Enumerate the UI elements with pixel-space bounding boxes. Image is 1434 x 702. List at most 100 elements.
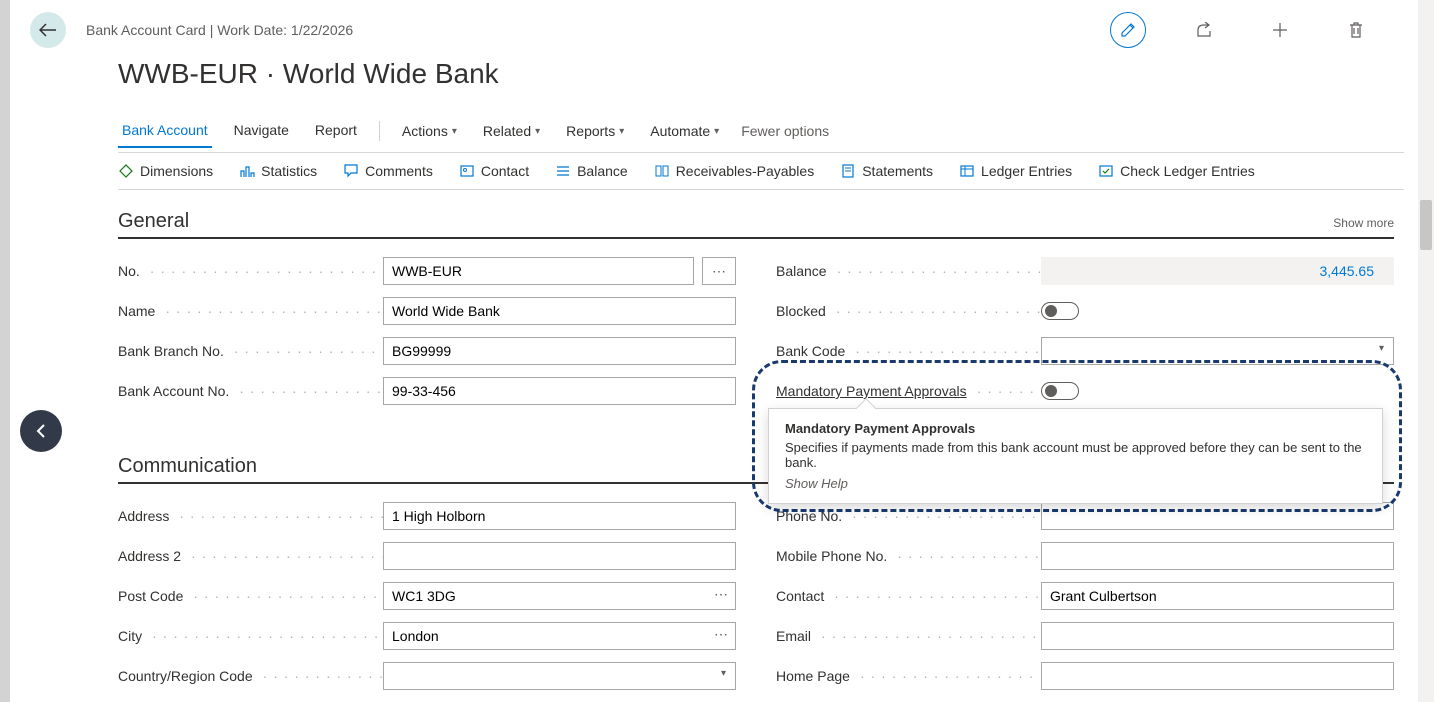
menu-automate-label: Automate: [650, 123, 710, 139]
ribbon-label: Check Ledger Entries: [1120, 163, 1255, 179]
label-city: City: [118, 628, 383, 644]
left-border: [0, 0, 10, 702]
menu-actions-label: Actions: [402, 123, 448, 139]
divider: [379, 121, 380, 141]
fewer-options[interactable]: Fewer options: [741, 123, 829, 139]
label-branch: Bank Branch No.: [118, 343, 383, 359]
back-button[interactable]: [30, 12, 66, 48]
label-phone: Phone No.: [776, 508, 1041, 524]
tooltip-title: Mandatory Payment Approvals: [785, 421, 1366, 436]
show-more-link[interactable]: Show more: [1333, 216, 1394, 230]
input-address2[interactable]: [383, 542, 736, 570]
new-button[interactable]: [1262, 12, 1298, 48]
menu-reports[interactable]: Reports ▾: [562, 115, 628, 147]
tab-navigate[interactable]: Navigate: [230, 114, 293, 148]
input-contact[interactable]: [1041, 582, 1394, 610]
breadcrumb: Bank Account Card | Work Date: 1/22/2026: [86, 22, 353, 38]
ribbon-label: Receivables-Payables: [676, 163, 815, 179]
statements-icon: [840, 163, 856, 179]
toggle-blocked[interactable]: [1041, 302, 1079, 320]
label-account: Bank Account No.: [118, 383, 383, 399]
ribbon-label: Statistics: [261, 163, 317, 179]
side-nav-button[interactable]: [20, 410, 62, 452]
ribbon-label: Ledger Entries: [981, 163, 1072, 179]
ribbon-ledger-entries[interactable]: Ledger Entries: [959, 163, 1072, 179]
menu-actions[interactable]: Actions▾: [398, 115, 461, 147]
arrow-left-icon: [39, 23, 57, 37]
input-homepage[interactable]: [1041, 662, 1394, 690]
label-bank-code: Bank Code: [776, 343, 1041, 359]
ribbon-dimensions[interactable]: Dimensions: [118, 163, 213, 179]
share-button[interactable]: [1186, 12, 1222, 48]
lookup-button-no[interactable]: ⋯: [702, 257, 736, 285]
chevron-down-icon: ▾: [619, 126, 624, 137]
trash-icon: [1349, 22, 1363, 38]
scrollbar-track[interactable]: [1418, 0, 1434, 702]
label-name: Name: [118, 303, 383, 319]
input-email[interactable]: [1041, 622, 1394, 650]
menu-automate[interactable]: Automate ▾: [646, 115, 723, 147]
menu-reports-label: Reports: [566, 123, 615, 139]
tooltip-description: Specifies if payments made from this ban…: [785, 440, 1366, 470]
ribbon-statements[interactable]: Statements: [840, 163, 933, 179]
menu-related-label: Related: [483, 123, 531, 139]
label-no: No.: [118, 263, 383, 279]
lookup-icon[interactable]: ⋯: [714, 586, 728, 603]
label-blocked: Blocked: [776, 303, 1041, 319]
input-no[interactable]: [383, 257, 694, 285]
share-icon: [1195, 22, 1213, 38]
lookup-icon[interactable]: ⋯: [714, 626, 728, 643]
label-homepage: Home Page: [776, 668, 1041, 684]
tooltip: Mandatory Payment Approvals Specifies if…: [768, 408, 1383, 504]
balance-icon: [555, 163, 571, 179]
page-title: WWB-EUR · World Wide Bank: [118, 58, 1434, 90]
edit-button[interactable]: [1110, 12, 1146, 48]
input-bank-code[interactable]: [1041, 337, 1394, 365]
input-country[interactable]: [383, 662, 736, 690]
chevron-down-icon: ▾: [714, 126, 719, 137]
ribbon-receivables-payables[interactable]: Receivables-Payables: [654, 163, 815, 179]
tab-report[interactable]: Report: [311, 114, 361, 148]
ribbon-statistics[interactable]: Statistics: [239, 163, 317, 179]
input-city[interactable]: [383, 622, 736, 650]
toggle-mpa[interactable]: [1041, 382, 1079, 400]
scrollbar-thumb[interactable]: [1420, 200, 1432, 250]
ribbon-contact[interactable]: Contact: [459, 163, 529, 179]
section-title-communication: Communication: [118, 455, 257, 478]
ribbon-label: Statements: [862, 163, 933, 179]
label-email: Email: [776, 628, 1041, 644]
input-address[interactable]: [383, 502, 736, 530]
ribbon-comments[interactable]: Comments: [343, 163, 433, 179]
menu-related[interactable]: Related ▾: [479, 115, 544, 147]
label-mpa: Mandatory Payment Approvals: [776, 383, 1041, 399]
ribbon-label: Dimensions: [140, 163, 213, 179]
contact-icon: [459, 163, 475, 179]
input-phone[interactable]: [1041, 502, 1394, 530]
delete-button[interactable]: [1338, 12, 1374, 48]
tooltip-show-help[interactable]: Show Help: [785, 476, 1366, 491]
divider: [118, 189, 1404, 190]
ribbon-label: Comments: [365, 163, 433, 179]
statistics-icon: [239, 163, 255, 179]
pencil-icon: [1120, 22, 1136, 38]
input-postcode[interactable]: [383, 582, 736, 610]
input-account[interactable]: [383, 377, 736, 405]
label-postcode: Post Code: [118, 588, 383, 604]
ribbon-balance[interactable]: Balance: [555, 163, 628, 179]
ribbon-label: Balance: [577, 163, 628, 179]
input-branch[interactable]: [383, 337, 736, 365]
dimensions-icon: [118, 163, 134, 179]
check-ledger-icon: [1098, 163, 1114, 179]
comments-icon: [343, 163, 359, 179]
label-balance: Balance: [776, 263, 1041, 279]
field-balance[interactable]: [1041, 257, 1394, 285]
label-mobile: Mobile Phone No.: [776, 548, 1041, 564]
label-address: Address: [118, 508, 383, 524]
label-address2: Address 2: [118, 548, 383, 564]
chevron-down-icon: ▾: [535, 126, 540, 137]
input-name[interactable]: [383, 297, 736, 325]
input-mobile[interactable]: [1041, 542, 1394, 570]
ribbon-check-ledger-entries[interactable]: Check Ledger Entries: [1098, 163, 1255, 179]
plus-icon: [1272, 22, 1288, 38]
tab-bank-account[interactable]: Bank Account: [118, 114, 212, 148]
